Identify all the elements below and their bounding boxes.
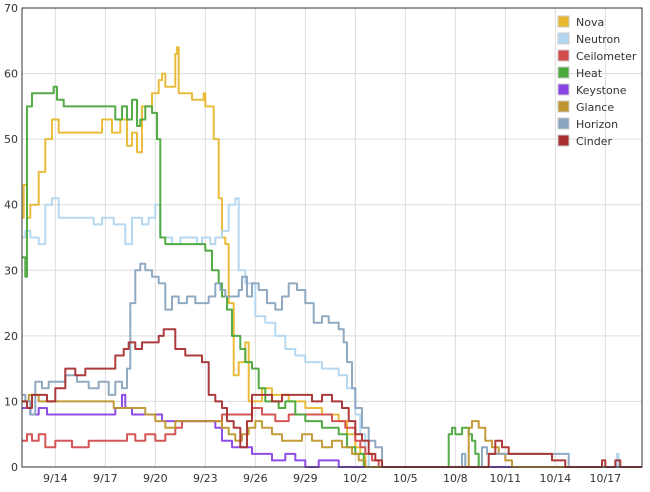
- legend-label: Glance: [576, 101, 614, 114]
- series-line-ceilometer: [22, 407, 642, 468]
- series-line-keystone: [22, 393, 642, 468]
- y-tick-label: 0: [11, 461, 18, 474]
- x-tick-label: 10/17: [589, 472, 621, 485]
- y-tick-label: 20: [4, 330, 18, 343]
- series-line-nova: [22, 46, 642, 468]
- x-tick-label: 9/26: [243, 472, 268, 485]
- y-tick-label: 60: [4, 68, 18, 81]
- legend-swatch: [557, 15, 570, 28]
- y-tick-label: 50: [4, 133, 18, 146]
- x-tick-label: 10/2: [343, 472, 368, 485]
- legend-label: Keystone: [576, 84, 627, 97]
- y-tick-label: 30: [4, 264, 18, 277]
- legend-label: Ceilometer: [576, 50, 637, 63]
- x-tick-label: 9/29: [293, 472, 318, 485]
- legend-label: Neutron: [576, 33, 620, 46]
- legend: Nova Neutron Ceilometer Heat Keystone Glance H…: [557, 15, 637, 148]
- plot-frame: [21, 7, 643, 468]
- legend-label: Cinder: [576, 135, 612, 148]
- legend-label: Heat: [576, 67, 603, 80]
- x-tick-label: 10/11: [489, 472, 521, 485]
- series-line-glance: [22, 393, 642, 468]
- series-line-neutron: [22, 197, 642, 468]
- x-tick-label: 9/20: [143, 472, 168, 485]
- y-tick-label: 40: [4, 199, 18, 212]
- y-tick-label: 10: [4, 395, 18, 408]
- series-line-cinder: [22, 328, 642, 468]
- legend-swatch: [557, 49, 570, 62]
- x-tick-label: 9/23: [193, 472, 218, 485]
- legend-swatch: [557, 66, 570, 79]
- legend-swatch: [557, 83, 570, 96]
- series-lines: [22, 46, 642, 468]
- y-tick-label: 70: [4, 2, 18, 15]
- axes: 0 10 20 30 40 50 60 70 9/14 9/17 9/20 9/23 9/26 9/29 1…: [4, 2, 643, 485]
- legend-swatch: [557, 32, 570, 45]
- legend-swatch: [557, 134, 570, 147]
- legend-swatch: [557, 100, 570, 113]
- series-line-horizon: [22, 262, 642, 468]
- legend-label: Horizon: [576, 118, 618, 131]
- x-tick-label: 9/17: [93, 472, 118, 485]
- gridlines: [22, 7, 642, 468]
- legend-swatch: [557, 117, 570, 130]
- x-tick-label: 10/8: [443, 472, 468, 485]
- legend-label: Nova: [576, 16, 604, 29]
- x-tick-label: 9/14: [43, 472, 68, 485]
- x-tick-label: 10/5: [393, 472, 418, 485]
- x-tick-label: 10/14: [539, 472, 571, 485]
